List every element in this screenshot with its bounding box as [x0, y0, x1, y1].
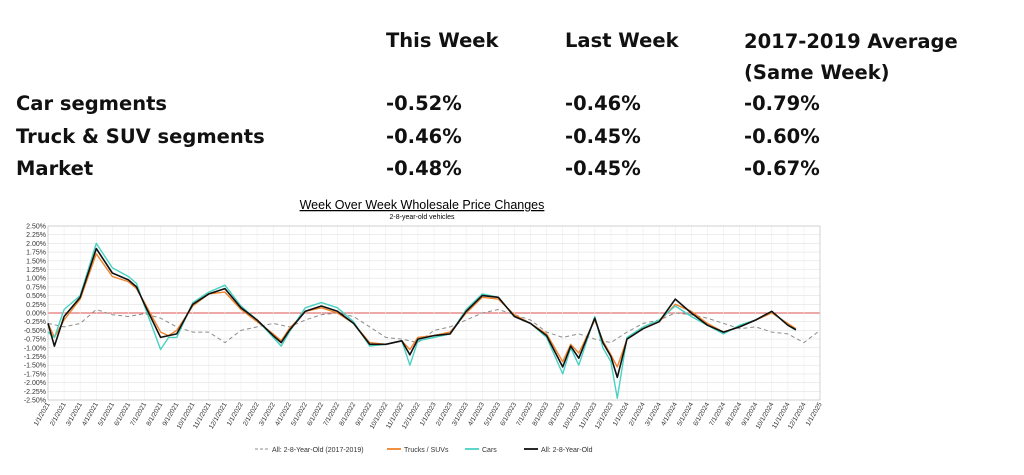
legend-label: All: 2-8-Year-Old (2017-2019) — [272, 447, 364, 454]
y-tick-label: 2.25% — [26, 232, 46, 239]
y-tick-label: 1.75% — [26, 250, 46, 257]
axes: 2.50%2.25% 2.00% 1.75%1.50% 1.25% 1.00%0.75%… — [24, 224, 824, 431]
legend-label: All: 2-8-Year-Old — [541, 447, 593, 454]
y-tick-label: 2.00% — [26, 241, 46, 248]
y-tick-label: 1.25% — [26, 267, 46, 274]
plot-area — [47, 225, 821, 401]
series-line-2 — [47, 242, 797, 399]
y-tick-label: -1.50% — [24, 363, 46, 370]
comparison-table: This Week Last Week 2017-2019 Average (S… — [0, 0, 1024, 190]
truck-this-week: -0.46% — [386, 125, 462, 148]
market-this-week: -0.48% — [386, 157, 462, 180]
header-last-week: Last Week — [565, 29, 679, 52]
series-lines — [47, 242, 821, 399]
y-tick-label: -1.25% — [24, 354, 46, 361]
truck-average: -0.60% — [744, 125, 820, 148]
row-label-market: Market — [16, 157, 94, 180]
y-tick-label: -2.00% — [24, 380, 46, 387]
y-tick-label: 1.50% — [26, 258, 46, 265]
car-average: -0.79% — [744, 92, 820, 115]
header-this-week: This Week — [386, 29, 499, 52]
grid — [47, 225, 821, 401]
y-tick-label: -2.25% — [24, 389, 46, 396]
y-tick-label: 0.00% — [26, 311, 46, 318]
x-tick-label: 1/1/2025 — [805, 401, 824, 427]
truck-last-week: -0.45% — [565, 125, 641, 148]
y-tick-label: 1.00% — [26, 276, 46, 283]
legend: All: 2-8-Year-Old (2017-2019) Trucks / SU… — [255, 447, 593, 454]
y-tick-label: -0.75% — [24, 337, 46, 344]
row-label-truck-suv-segments: Truck & SUV segments — [16, 125, 265, 148]
chart-container: Week Over Week Wholesale Price Changes 2… — [0, 190, 1024, 470]
series-line-0 — [47, 309, 821, 344]
y-tick-label: -2.50% — [24, 398, 46, 405]
market-average: -0.67% — [744, 157, 820, 180]
row-label-car-segments: Car segments — [16, 92, 168, 115]
market-last-week: -0.45% — [565, 157, 641, 180]
y-tick-label: 2.50% — [26, 224, 46, 231]
header-2017-2019-average: 2017-2019 Average (Same Week) — [744, 30, 958, 84]
y-tick-label: 0.50% — [26, 293, 46, 300]
car-last-week: -0.46% — [565, 92, 641, 115]
y-tick-label: -0.50% — [24, 328, 46, 335]
car-this-week: -0.52% — [386, 92, 462, 115]
y-tick-label: -0.25% — [24, 319, 46, 326]
legend-label: Trucks / SUVs — [404, 447, 449, 454]
y-tick-label: -1.00% — [24, 345, 46, 352]
y-tick-label: 0.25% — [26, 302, 46, 309]
y-tick-label: 0.75% — [26, 284, 46, 291]
chart-title: Week Over Week Wholesale Price Changes — [300, 198, 545, 212]
y-tick-label: -1.75% — [24, 371, 46, 378]
chart-subtitle: 2-8-year-old vehicles — [390, 214, 455, 221]
series-line-3 — [47, 247, 797, 379]
legend-label: Cars — [482, 447, 497, 454]
wholesale-price-change-chart: Week Over Week Wholesale Price Changes 2… — [24, 198, 824, 454]
